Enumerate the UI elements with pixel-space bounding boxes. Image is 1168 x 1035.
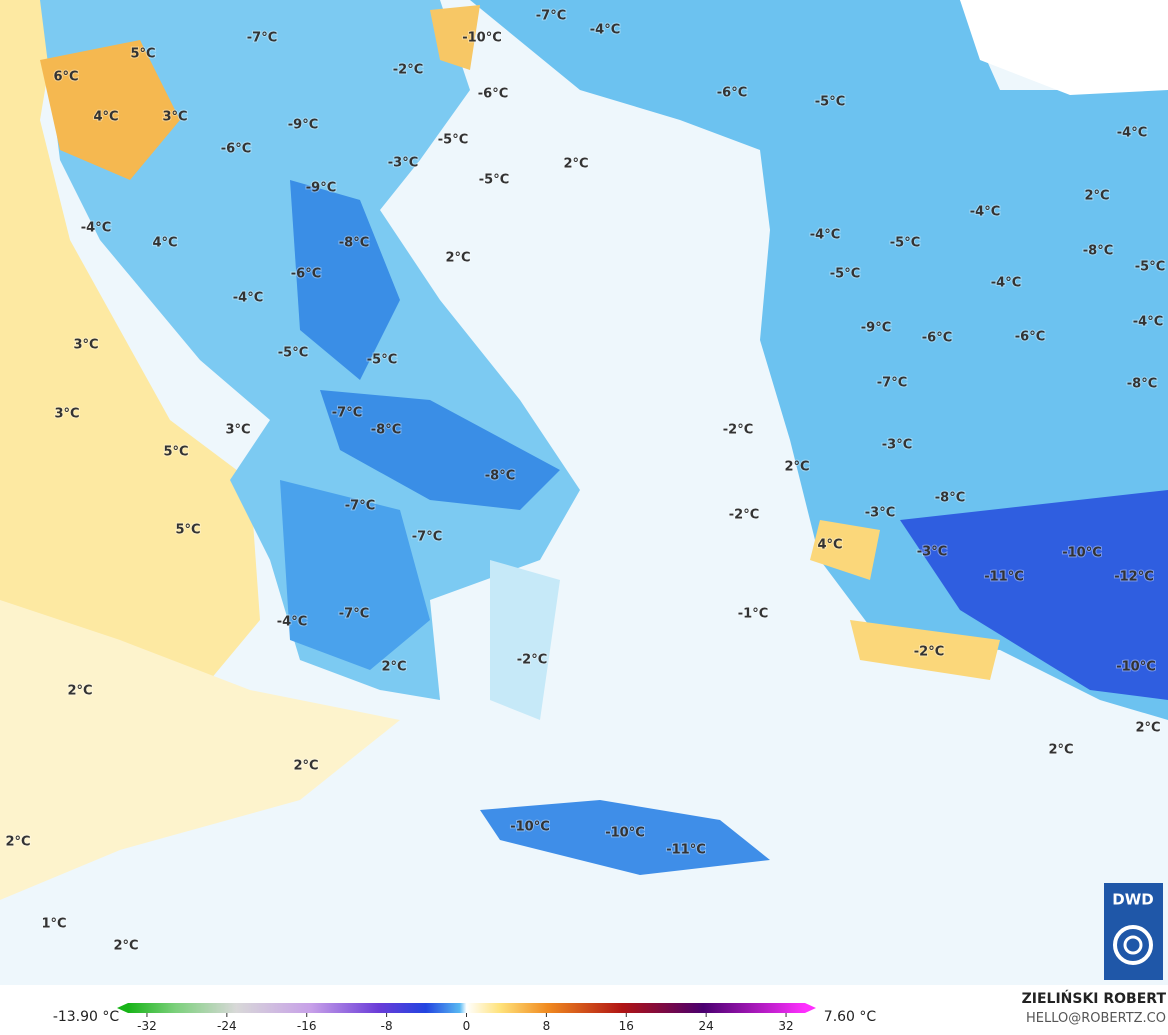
- colorbar-tick-label: 16: [619, 1019, 634, 1033]
- temperature-label: 3°C: [162, 110, 187, 125]
- temperature-label: -1°C: [738, 607, 768, 622]
- temperature-label: 2°C: [1135, 721, 1160, 736]
- temperature-label: -2°C: [729, 508, 759, 523]
- temperature-label: -10°C: [1116, 660, 1156, 675]
- temperature-label: -7°C: [877, 376, 907, 391]
- temperature-label: -2°C: [723, 423, 753, 438]
- temperature-label: -5°C: [815, 95, 845, 110]
- temperature-label: -4°C: [277, 615, 307, 630]
- temperature-label: 4°C: [152, 236, 177, 251]
- temperature-label: 2°C: [445, 251, 470, 266]
- temperature-labels: -7°C -4°C -10°C -7°C 5°C 6°C -2°C -6°C -6°C -5°C 4…: [4, 8, 1166, 955]
- temperature-label: -7°C: [247, 31, 277, 46]
- temperature-label: -8°C: [935, 491, 965, 506]
- temperature-label: -2°C: [914, 645, 944, 660]
- temperature-label: -5°C: [278, 346, 308, 361]
- temperature-label: 5°C: [163, 445, 188, 460]
- temperature-label: -5°C: [890, 236, 920, 251]
- temperature-label: -5°C: [479, 173, 509, 188]
- temperature-label: -4°C: [590, 23, 620, 38]
- temperature-label: 2°C: [67, 684, 92, 699]
- temperature-label: 5°C: [130, 47, 155, 62]
- temperature-label: -8°C: [371, 423, 401, 438]
- temperature-label: 2°C: [1048, 743, 1073, 758]
- temperature-label: -8°C: [1083, 244, 1113, 259]
- temperature-label: 3°C: [73, 338, 98, 353]
- temperature-label: -5°C: [438, 133, 468, 148]
- temperature-label: -5°C: [367, 353, 397, 368]
- temperature-label: -9°C: [288, 118, 318, 133]
- colorbar-tick-label: -16: [297, 1019, 317, 1033]
- logo-text: DWD: [1112, 891, 1153, 909]
- temperature-label: -6°C: [922, 331, 952, 346]
- credit-contact: HELLO@ROBERTZ.CO: [1026, 1011, 1166, 1026]
- temperature-label: -7°C: [345, 499, 375, 514]
- colorbar-tick-label: 8: [543, 1019, 551, 1033]
- colorbar-tick-label: -32: [137, 1019, 157, 1033]
- logo: DWD: [1104, 883, 1163, 980]
- temperature-label: 2°C: [381, 660, 406, 675]
- temperature-label: -6°C: [291, 267, 321, 282]
- colorbar-max: 7.60 °C: [824, 1009, 877, 1025]
- colorbar-tick-label: 0: [463, 1019, 471, 1033]
- temperature-label: -8°C: [339, 236, 369, 251]
- temperature-label: -6°C: [717, 86, 747, 101]
- temperature-label: -2°C: [517, 653, 547, 668]
- temperature-label: -9°C: [861, 321, 891, 336]
- temperature-label: -4°C: [991, 276, 1021, 291]
- credit-author: ZIELIŃSKI ROBERT: [1022, 989, 1167, 1007]
- temperature-label: -10°C: [462, 31, 502, 46]
- temperature-label: 6°C: [53, 70, 78, 85]
- temperature-label: 4°C: [817, 538, 842, 553]
- colorbar-tick-label: 32: [778, 1019, 793, 1033]
- temperature-label: -3°C: [865, 506, 895, 521]
- temperature-label: -3°C: [882, 438, 912, 453]
- temperature-label: -7°C: [332, 406, 362, 421]
- temperature-label: 3°C: [225, 423, 250, 438]
- temperature-label: 1°C: [41, 917, 66, 932]
- temperature-label: -2°C: [393, 63, 423, 78]
- temperature-label: -4°C: [1117, 126, 1147, 141]
- temperature-label: 2°C: [5, 835, 30, 850]
- colorbar-tick-label: -8: [381, 1019, 393, 1033]
- temperature-label: -11°C: [984, 570, 1024, 585]
- temperature-label: -5°C: [1135, 260, 1165, 275]
- temperature-label: -11°C: [666, 843, 706, 858]
- temperature-label: 2°C: [293, 759, 318, 774]
- temperature-label: -3°C: [917, 545, 947, 560]
- temperature-label: -7°C: [339, 607, 369, 622]
- temperature-label: 5°C: [175, 523, 200, 538]
- temperature-label: -4°C: [970, 205, 1000, 220]
- temperature-label: -9°C: [306, 181, 336, 196]
- temperature-label: -6°C: [221, 142, 251, 157]
- temperature-label: -4°C: [810, 228, 840, 243]
- colorbar-min: -13.90 °C: [53, 1009, 120, 1025]
- temperature-label: 2°C: [1084, 189, 1109, 204]
- colorbar-tick-label: -24: [217, 1019, 237, 1033]
- colorbar: -32 -24 -16 -8 0 8 16 24 32: [117, 1003, 816, 1033]
- temperature-label: 2°C: [563, 157, 588, 172]
- temperature-label: -8°C: [1127, 377, 1157, 392]
- temperature-label: -12°C: [1114, 570, 1154, 585]
- temperature-label: -4°C: [233, 291, 263, 306]
- temperature-label: -7°C: [412, 530, 442, 545]
- temperature-label: -10°C: [605, 826, 645, 841]
- temperature-label: 2°C: [784, 460, 809, 475]
- colorbar-tick-label: 24: [699, 1019, 714, 1033]
- temperature-label: -4°C: [81, 221, 111, 236]
- temperature-label: -10°C: [1062, 546, 1102, 561]
- temperature-label: -4°C: [1133, 315, 1163, 330]
- temperature-label: -3°C: [388, 156, 418, 171]
- temperature-label: -10°C: [510, 820, 550, 835]
- map-background: [0, 0, 1168, 985]
- temperature-label: -6°C: [1015, 330, 1045, 345]
- temperature-label: 4°C: [93, 110, 118, 125]
- temperature-label: -8°C: [485, 469, 515, 484]
- temperature-label: 3°C: [54, 407, 79, 422]
- temperature-label: 2°C: [113, 939, 138, 954]
- temperature-label: -6°C: [478, 87, 508, 102]
- temperature-label: -5°C: [830, 267, 860, 282]
- temperature-label: -7°C: [536, 9, 566, 24]
